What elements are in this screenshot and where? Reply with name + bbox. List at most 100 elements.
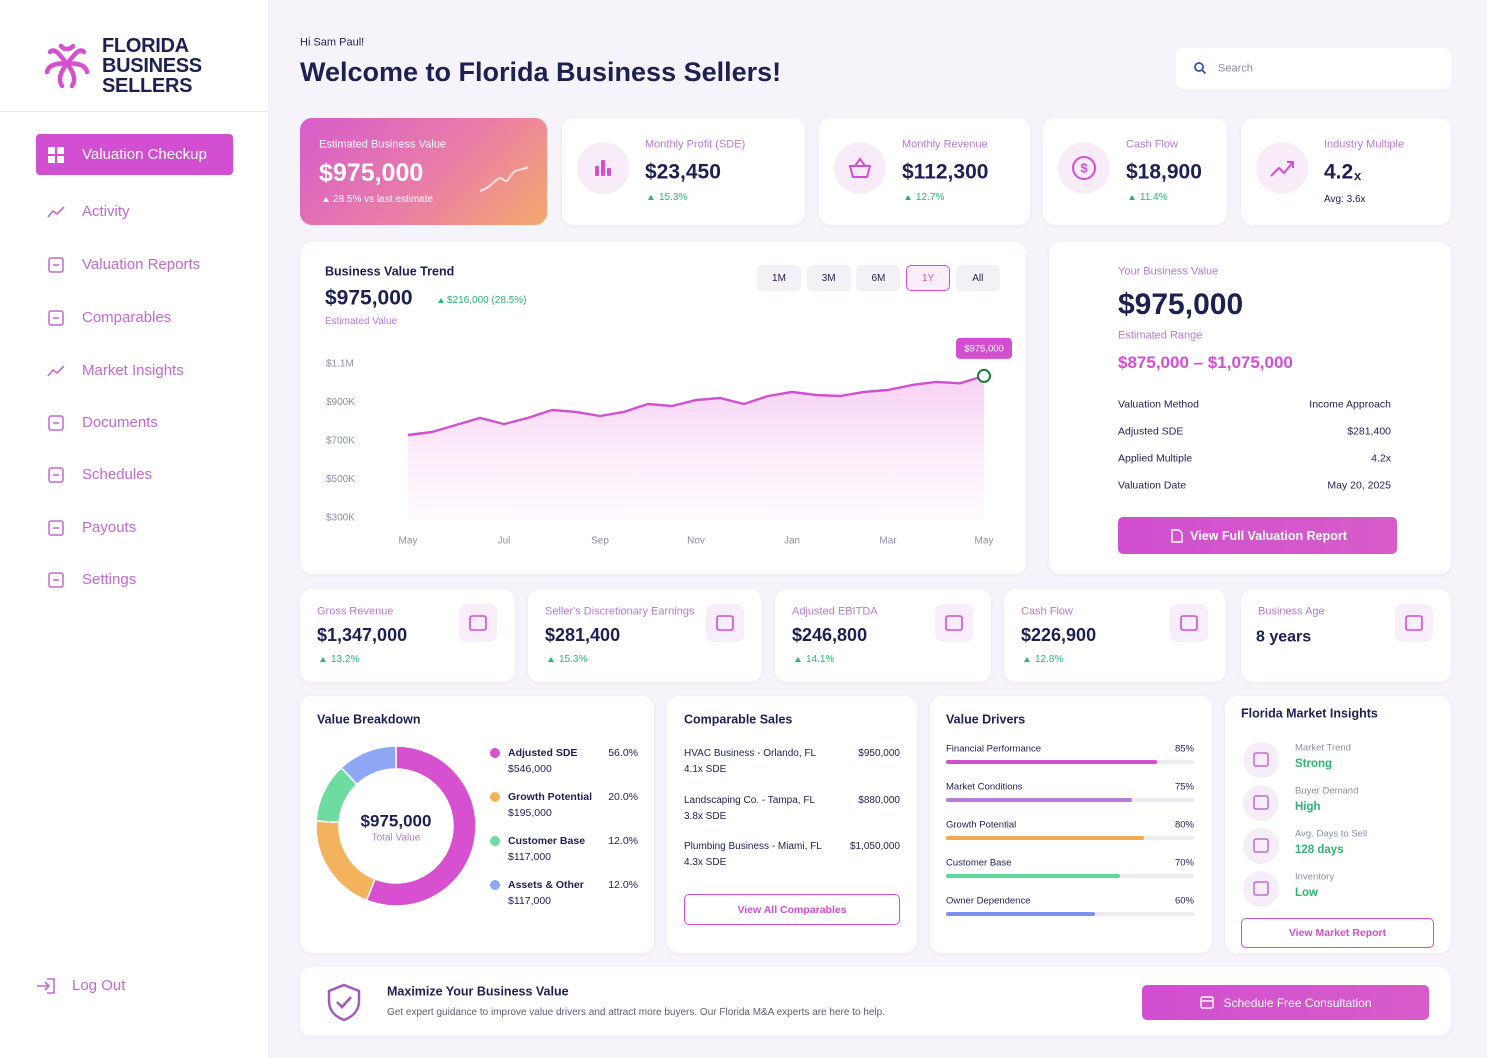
metric-label: Seller's Discretionary Earnings bbox=[545, 605, 695, 618]
range-button-label: All bbox=[972, 272, 984, 284]
cta-text: Get expert guidance to improve value dri… bbox=[387, 1007, 886, 1018]
kpi-note: Avg: 3.6x bbox=[1324, 194, 1366, 205]
metric-value: 8 years bbox=[1256, 628, 1312, 646]
kpi-icon bbox=[1256, 142, 1308, 194]
market-value: Strong bbox=[1295, 758, 1333, 771]
report-button[interactable]: View Full Valuation Report bbox=[1118, 517, 1397, 554]
comparable-name: HVAC Business - Orlando, FL bbox=[684, 748, 817, 759]
market-icon bbox=[1243, 742, 1279, 778]
chart-headline: $975,000 bbox=[325, 286, 413, 310]
driver-value: 60% bbox=[1174, 895, 1194, 907]
range-button[interactable]: 1M bbox=[757, 265, 801, 291]
card-title: Comparable Sales bbox=[684, 712, 793, 727]
comparable-price: $880,000 bbox=[858, 794, 900, 806]
metric-icon bbox=[459, 604, 497, 642]
driver-name: Owner Dependence bbox=[946, 895, 1031, 907]
metric-change: 13.2% bbox=[331, 654, 360, 665]
metric-icon bbox=[1170, 604, 1208, 642]
nav-icon bbox=[48, 147, 64, 163]
up-arrow bbox=[795, 657, 801, 662]
driver-value: 80% bbox=[1174, 819, 1194, 831]
kpi-label: Cash Flow bbox=[1126, 138, 1178, 151]
kpi-icon bbox=[577, 142, 629, 194]
kpi-label: Monthly Revenue bbox=[902, 138, 988, 151]
nav-item[interactable]: Settings bbox=[82, 571, 137, 588]
driver-name: Financial Performance bbox=[946, 743, 1042, 755]
driver-value: 75% bbox=[1174, 781, 1194, 793]
comparable-name: Landscaping Co. - Tampa, FL bbox=[684, 794, 816, 806]
market-value: High bbox=[1295, 801, 1321, 814]
search-icon bbox=[1194, 62, 1207, 75]
row-value: Income Approach bbox=[1309, 398, 1391, 411]
up-arrow bbox=[548, 657, 554, 662]
comparable-multiple: 3.8x SDE bbox=[684, 810, 727, 822]
kpi-change: 11.4% bbox=[1140, 192, 1168, 203]
logout-icon bbox=[37, 978, 55, 994]
market-button[interactable]: View Market Report bbox=[1241, 918, 1434, 948]
metric-change: 12.8% bbox=[1035, 654, 1064, 665]
range-button-label: 6M bbox=[871, 272, 886, 284]
search-box[interactable] bbox=[1176, 48, 1451, 89]
range-button[interactable]: 3M bbox=[806, 265, 851, 291]
card-title: Value Drivers bbox=[946, 712, 1026, 727]
range-label: Estimated Range bbox=[1118, 329, 1203, 342]
metric-value: $246,800 bbox=[792, 625, 868, 646]
comparable-multiple: 4.1x SDE bbox=[684, 764, 727, 775]
kpi-card-highlight bbox=[300, 118, 547, 225]
nav-item[interactable]: Comparables bbox=[82, 309, 172, 326]
nav-active-bg bbox=[36, 134, 233, 175]
nav-item[interactable]: Valuation Checkup bbox=[82, 146, 207, 163]
range-button-label: 1M bbox=[772, 272, 786, 284]
row-value: 4.2x bbox=[1371, 452, 1391, 465]
metric-change: 15.3% bbox=[559, 654, 588, 665]
metric-label: Gross Revenue bbox=[317, 605, 394, 618]
range-value: $875,000 – $1,075,000 bbox=[1118, 352, 1293, 372]
nav-item[interactable]: Valuation Reports bbox=[82, 256, 201, 273]
driver-bar bbox=[946, 912, 1095, 916]
valuation-value: $975,000 bbox=[1118, 288, 1244, 321]
up-arrow bbox=[323, 197, 329, 202]
chart-title: Business Value Trend bbox=[325, 264, 455, 279]
row-label: Adjusted SDE bbox=[1118, 425, 1184, 438]
row-label: Valuation Method bbox=[1118, 398, 1199, 411]
logout[interactable]: Log Out bbox=[72, 977, 126, 994]
kpi-label: Monthly Profit (SDE) bbox=[645, 138, 746, 151]
nav-item[interactable]: Documents bbox=[82, 414, 158, 431]
up-arrow bbox=[320, 657, 326, 662]
valuation-title: Your Business Value bbox=[1118, 265, 1219, 278]
driver-bar bbox=[946, 798, 1132, 802]
kpi-unit: x bbox=[1354, 168, 1362, 184]
nav-item[interactable]: Activity bbox=[82, 203, 130, 220]
row-value: May 20, 2025 bbox=[1327, 479, 1391, 492]
market-icon bbox=[1243, 828, 1279, 864]
metric-value: $226,900 bbox=[1021, 625, 1097, 646]
row-label: Applied Multiple bbox=[1118, 452, 1193, 465]
up-arrow bbox=[1129, 195, 1135, 200]
cta-button[interactable]: Schedule Free Consultation bbox=[1142, 985, 1429, 1020]
metric-icon bbox=[1395, 604, 1433, 642]
nav-item[interactable]: Payouts bbox=[82, 519, 137, 536]
market-icon bbox=[1243, 871, 1279, 907]
kpi-sparkline bbox=[479, 166, 529, 192]
comparable-price: $1,050,000 bbox=[849, 841, 900, 852]
range-button[interactable]: 1Y bbox=[906, 265, 951, 291]
kpi-value: $23,450 bbox=[645, 160, 721, 184]
range-button[interactable]: All bbox=[955, 265, 1000, 291]
nav-icon bbox=[47, 365, 65, 377]
nav-icon bbox=[48, 310, 64, 326]
kpi-change: 12.7% bbox=[916, 192, 945, 203]
kpi-value: 4.2 bbox=[1324, 160, 1354, 184]
kpi-icon: $ bbox=[1058, 142, 1110, 194]
up-arrow bbox=[648, 195, 654, 200]
nav-icon bbox=[48, 415, 64, 431]
sidebar-divider bbox=[0, 111, 268, 112]
comparables-button[interactable]: View All Comparables bbox=[684, 894, 900, 925]
nav-icon bbox=[48, 467, 64, 483]
nav-item[interactable]: Market Insights bbox=[82, 362, 184, 379]
card-title: Florida Market Insights bbox=[1241, 706, 1378, 721]
market-button-label: View Market Report bbox=[1288, 927, 1387, 939]
comparable-name: Plumbing Business - Miami, FL bbox=[684, 841, 822, 852]
nav-item[interactable]: Schedules bbox=[82, 466, 153, 483]
range-button[interactable]: 6M bbox=[856, 265, 901, 291]
